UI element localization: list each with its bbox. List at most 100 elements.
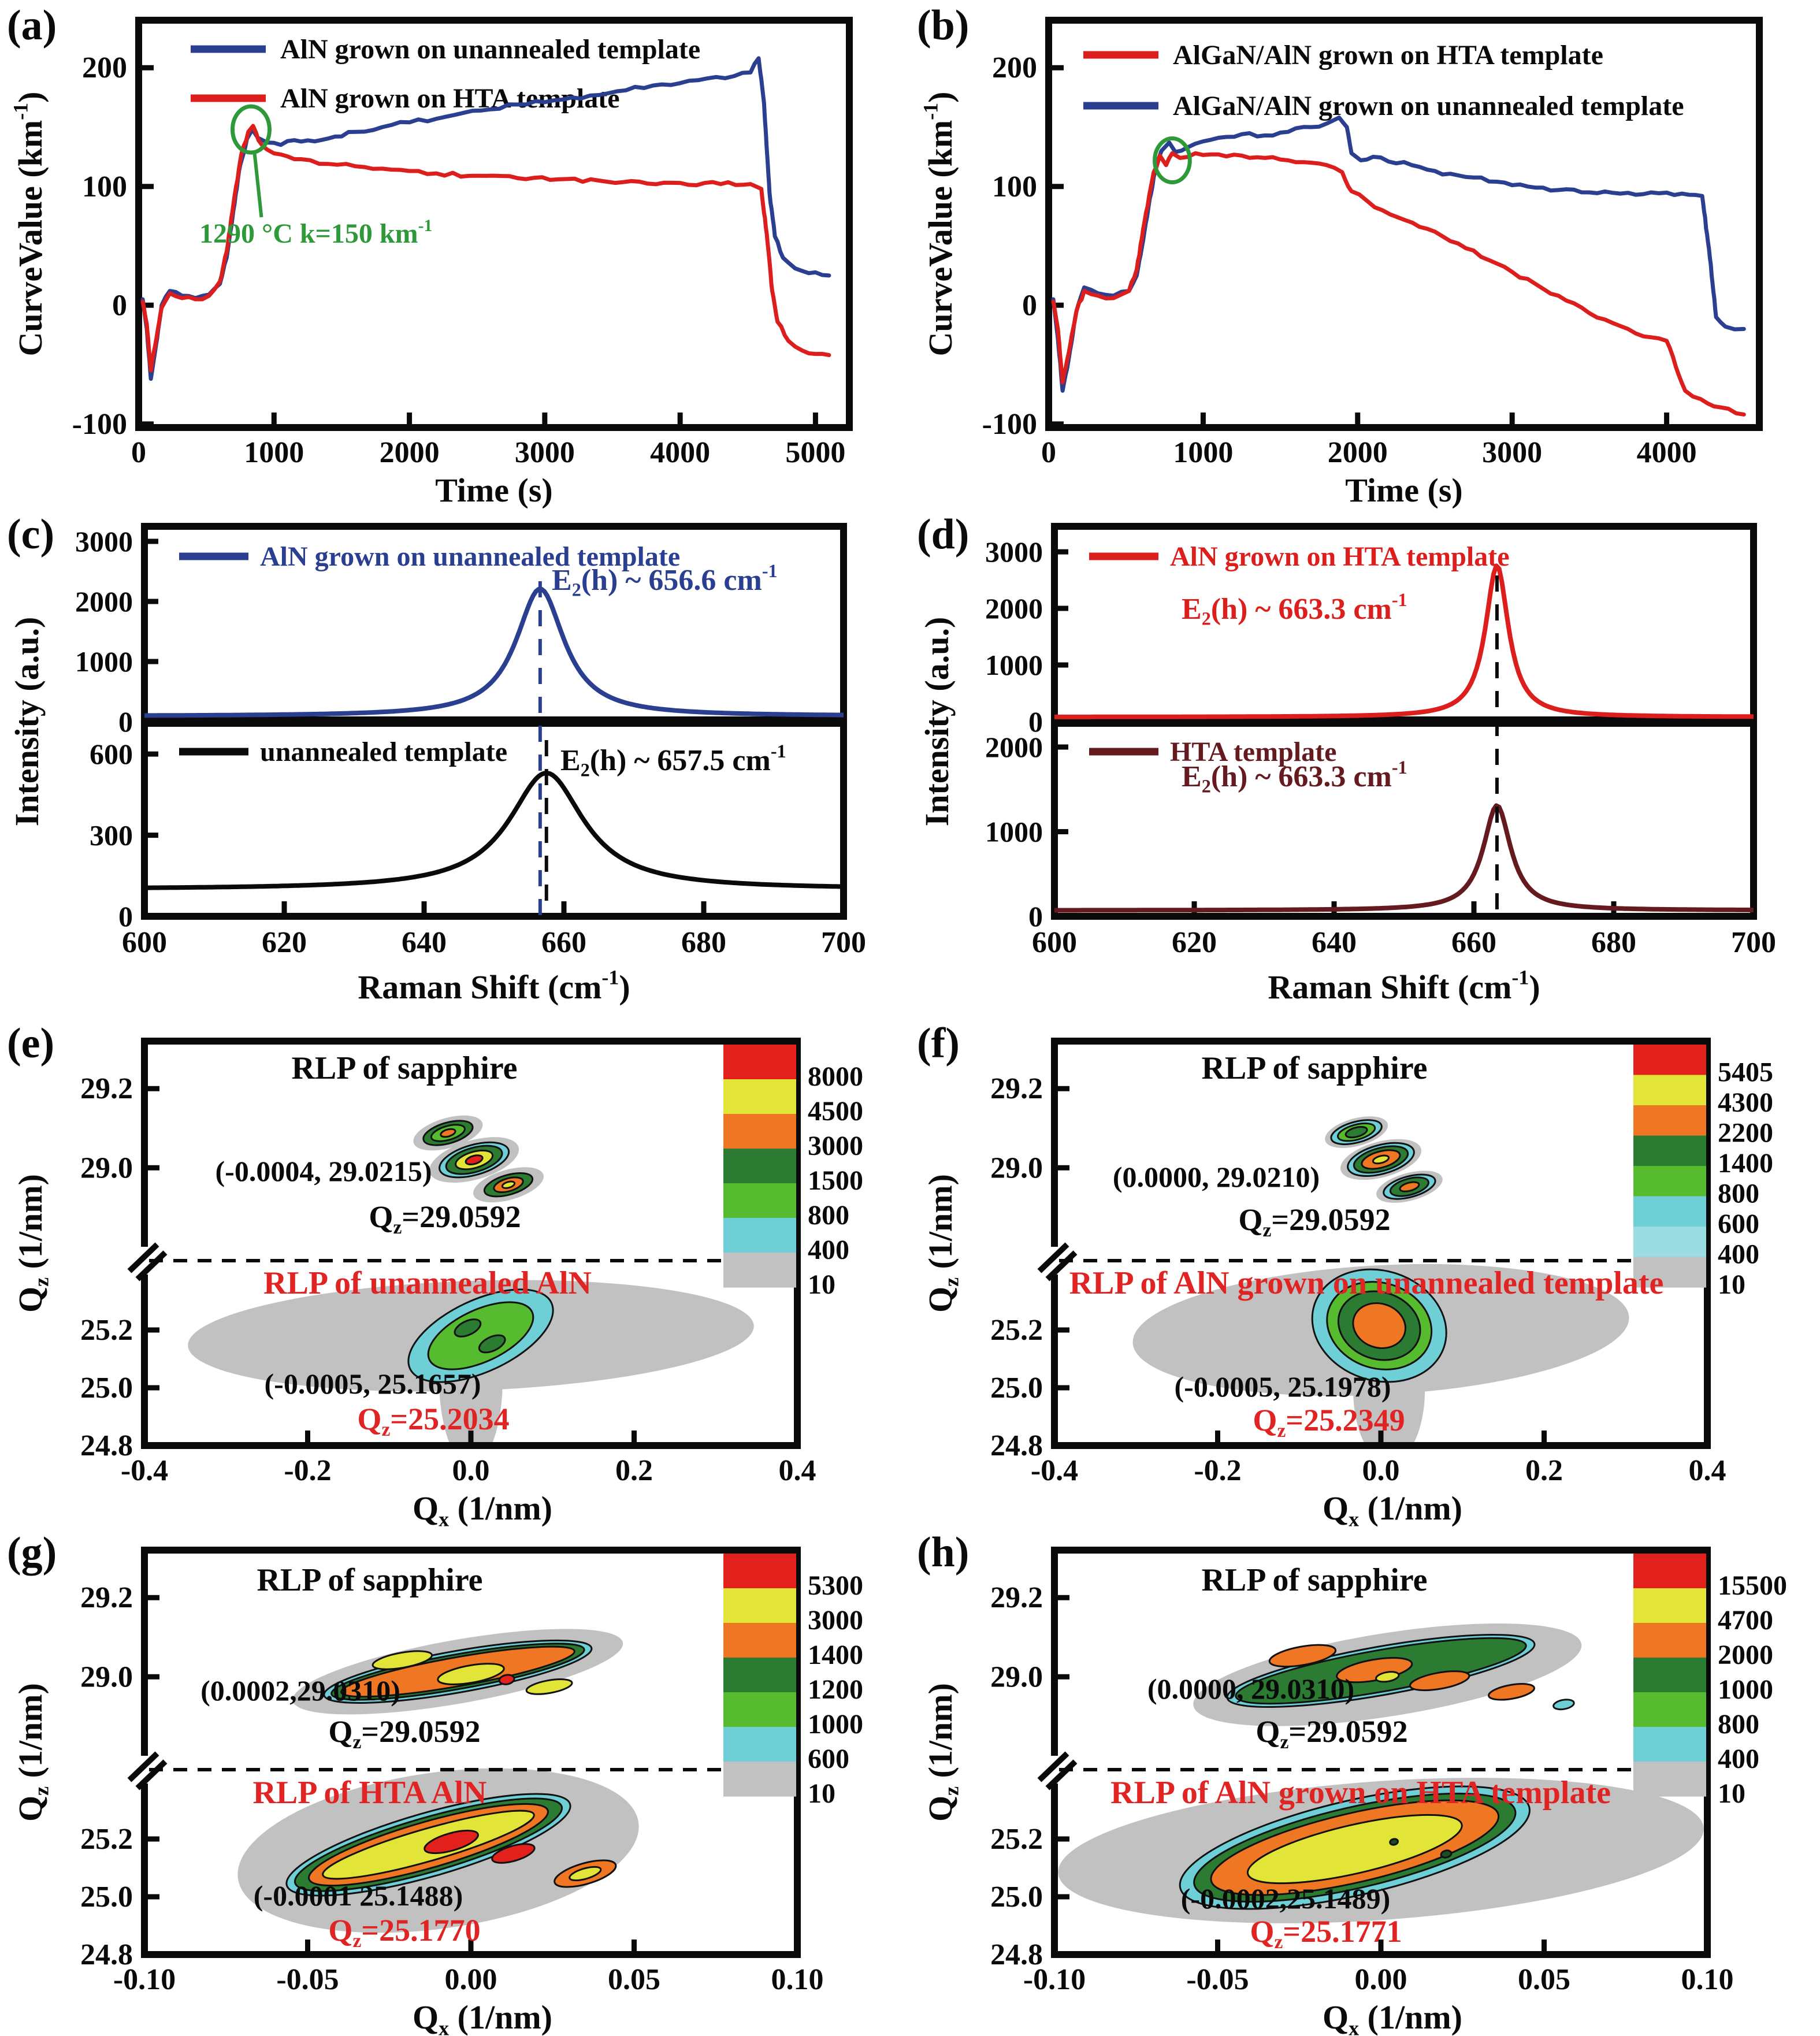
peak-annotation: E2(h) ~ 663.3 cm-1: [1182, 589, 1407, 629]
colorbar-label: 1400: [808, 1640, 863, 1670]
rlp-contour: [478, 1334, 506, 1354]
axis-break-mark: [127, 1242, 159, 1273]
panel-c-plot: 600 620 640 660 680 700 Raman Shift (cm-1) Inte…: [8, 523, 866, 1006]
legend-label: HTA template: [1170, 737, 1336, 767]
y-tick-label: 29.2: [80, 1072, 133, 1105]
panel-g: (g) -0.10 -0.05 0.00 0.05 0.10 29.0 29.2 24.8 25…: [0, 1527, 910, 2036]
y-tick-label: 200: [992, 51, 1037, 84]
x-tick-label: -0.4: [121, 1454, 168, 1487]
x-tick-label: 0.0: [452, 1454, 490, 1487]
x-tick-label: 620: [1172, 926, 1217, 959]
colorbar-label: 5300: [808, 1570, 863, 1601]
contour-blobs: [1132, 1116, 1629, 1442]
panel-h: (h) -0.10 -0.05 0.00 0.05 0.10 29.0 29.2 24.8 25…: [910, 1527, 1820, 2036]
axis-break-mark: [1045, 1250, 1078, 1281]
y-tick-label: 2000: [985, 592, 1043, 625]
colorbar-label: 800: [1718, 1709, 1759, 1740]
panel-h-plot: -0.10 -0.05 0.00 0.05 0.10 29.0 29.2 24.8 25.0 25…: [922, 1547, 1787, 2036]
rlp-contour: [465, 1154, 484, 1165]
y-axis-label: Qz (1/nm): [12, 1683, 53, 1822]
rsm-annotation: Qz=29.0592: [328, 1714, 480, 1753]
legend-label: AlGaN/AlN grown on HTA template: [1173, 40, 1603, 70]
colorbar-segment: [1633, 1658, 1706, 1693]
rlp-contour: [1344, 1125, 1368, 1139]
rlp-contour: [1389, 1838, 1399, 1846]
y-tick-label: 25.2: [990, 1823, 1043, 1856]
x-axis-label: Qx (1/nm): [1323, 1489, 1462, 1527]
x-tick-label: -0.4: [1031, 1454, 1078, 1487]
y-tick-label: 2000: [75, 585, 133, 618]
rsm-annotation: (-0.0005, 25.1978): [1175, 1370, 1391, 1403]
x-tick-label: 0: [1041, 436, 1056, 469]
x-tick-label: 0: [131, 436, 146, 469]
panel-e: (e) -0.4 -0.2 0.0 0.2 0.4 29.0 29.2 24.8 25.0 25.…: [0, 1018, 910, 1527]
peak-circle-annotation: [1153, 136, 1192, 185]
colorbar-segment: [723, 1588, 796, 1623]
colorbar-label: 1400: [1718, 1148, 1773, 1179]
y-axis-label: Qz (1/nm): [12, 1174, 53, 1313]
colorbar-label: 2200: [1718, 1118, 1773, 1149]
y-axis-label: CurveValue (km-1): [919, 92, 959, 356]
colorbar-label: 3000: [808, 1131, 863, 1161]
colorbar-segment: [723, 1149, 796, 1184]
rlp-contour: [1246, 1814, 1463, 1885]
colorbar-segment: [723, 1762, 796, 1797]
y-tick-label: 0: [1022, 289, 1037, 322]
y-tick-label: 29.0: [990, 1660, 1043, 1693]
x-axis-label: Qx (1/nm): [413, 1489, 552, 1527]
y-tick-label: 0: [118, 705, 133, 738]
colorbar-label: 600: [1718, 1209, 1759, 1239]
y-tick-label: 29.2: [990, 1072, 1043, 1105]
y-tick-label: 0: [112, 289, 127, 322]
y-tick-label: 100: [82, 170, 127, 203]
rlp-contour: [1399, 1181, 1420, 1192]
rlp-contour: [1488, 1683, 1535, 1701]
x-axis-label: Time (s): [1345, 471, 1463, 509]
x-axis-label: Qx (1/nm): [1323, 1998, 1462, 2036]
colorbar-segment: [723, 1114, 796, 1149]
x-tick-label: -0.05: [1186, 1963, 1249, 1996]
legend-label: unannealed template: [260, 737, 507, 767]
y-tick-label: 25.2: [80, 1823, 133, 1856]
x-tick-label: 4000: [650, 436, 710, 469]
rsm-annotation: Qz=25.2349: [1253, 1403, 1405, 1441]
rlp-contour: [1372, 1154, 1390, 1165]
colorbar-label: 2000: [1718, 1640, 1773, 1670]
panel-letter: (h): [917, 1529, 970, 1576]
colorbar-segment: [723, 1045, 796, 1080]
x-tick-label: 0.4: [1689, 1454, 1726, 1487]
rlp-contour: [427, 1301, 534, 1370]
data-series: [1051, 151, 1746, 417]
colorbar-segment: [1633, 1196, 1706, 1227]
colorbar-segment: [1633, 1075, 1706, 1106]
y-tick-label: 29.0: [990, 1151, 1043, 1184]
axis-break-mark: [127, 1751, 159, 1782]
rlp-contour: [440, 1128, 456, 1138]
colorbar-label: 400: [808, 1235, 849, 1265]
rlp-contour: [437, 1663, 505, 1685]
plot-border: [135, 17, 853, 431]
rlp-contour: [525, 1678, 573, 1695]
colorbar-segment: [723, 1554, 796, 1589]
x-tick-label: 0.10: [771, 1963, 824, 1996]
x-tick-label: -0.10: [113, 1963, 176, 1996]
y-tick-label: 24.8: [990, 1938, 1043, 1971]
peak-annotation: E2(h) ~ 656.6 cm-1: [552, 560, 778, 600]
legend-label: AlN grown on HTA template: [1170, 541, 1510, 572]
colorbar-segment: [723, 1727, 796, 1762]
axis-break-mark: [1037, 1751, 1069, 1782]
panel-letter: (b): [917, 2, 970, 49]
x-tick-label: 0.05: [1518, 1963, 1570, 1996]
raman-spectrum: [1054, 563, 1754, 719]
y-tick-label: 29.2: [990, 1581, 1043, 1614]
raman-spectrum: [144, 771, 844, 890]
raman-spectrum: [144, 586, 844, 718]
x-axis-label: Time (s): [435, 471, 553, 509]
y-tick-label: 1000: [985, 815, 1043, 848]
plot-border: [1045, 17, 1763, 431]
rsm-annotation: Qz=25.2034: [357, 1402, 509, 1440]
x-axis-label: Qx (1/nm): [413, 1998, 552, 2036]
colorbar-segment: [1633, 1762, 1706, 1797]
colorbar-label: 400: [1718, 1744, 1759, 1774]
colorbar-label: 800: [808, 1200, 849, 1231]
